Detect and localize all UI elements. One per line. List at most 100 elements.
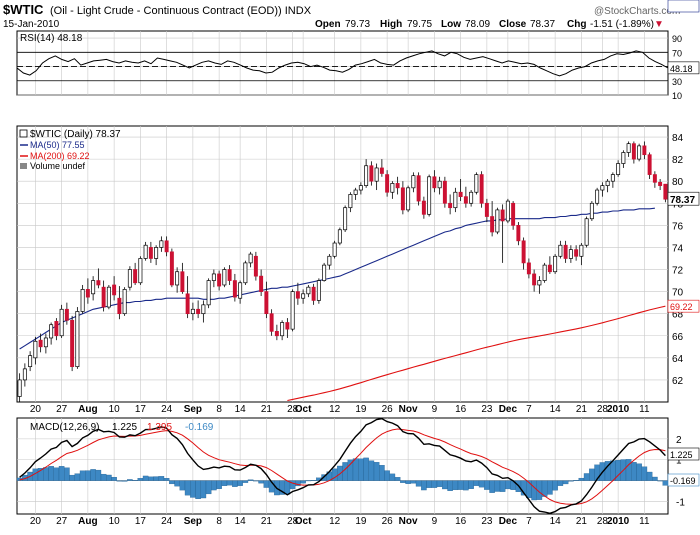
rsi-panel-frame: [16, 30, 669, 96]
rsi-last-value-label: 48.18: [670, 64, 693, 74]
close-value-label: 78.37: [670, 195, 695, 206]
macd-histogram-bar: [384, 470, 390, 481]
macd-histogram-bar: [142, 475, 149, 481]
macd-histogram-bar: [190, 480, 196, 498]
macd-histogram-bar: [116, 480, 123, 482]
price-tick-label: 62: [672, 376, 684, 387]
x-tick-label: 23: [481, 516, 493, 527]
macd-histogram-bar: [463, 480, 469, 491]
candle-down: [511, 202, 516, 226]
candle-down: [264, 291, 269, 315]
macd-histogram-bar: [184, 480, 191, 496]
candle-up: [584, 218, 589, 246]
x-tick-label: Nov: [399, 516, 418, 527]
x-tick-label: 14: [235, 516, 247, 527]
candle-up: [80, 289, 85, 312]
macd-histogram-bar: [610, 460, 616, 481]
price-tick-label: 64: [672, 354, 684, 365]
macd-histogram-bar: [79, 470, 86, 481]
macd-value-label: 1.225: [670, 450, 693, 460]
macd-histogram-bar: [426, 480, 432, 488]
price-tick-label: 70: [672, 288, 684, 299]
candle-up: [280, 322, 285, 337]
x-tick-label: 28: [287, 404, 299, 415]
candle-down: [521, 240, 526, 264]
macd-title-name: MACD(12,26,9): [30, 422, 99, 433]
macd-histogram-bar: [352, 458, 359, 481]
candle-up: [558, 244, 563, 257]
macd-histogram-bar: [237, 480, 243, 486]
candle-up: [327, 255, 332, 266]
candle-up: [568, 249, 573, 259]
price-tick-label: 84: [672, 133, 684, 144]
macd-histogram-bar: [363, 457, 369, 481]
macd-histogram-bar: [358, 458, 364, 481]
candle-up: [106, 286, 111, 308]
macd-histogram-bar: [657, 480, 663, 482]
rsi-tick-label: 70: [672, 48, 682, 58]
x-tick-label: 2010: [607, 516, 630, 527]
x-tick-label: 8: [216, 404, 222, 415]
ma200-value-label: 69.22: [670, 302, 693, 312]
x-tick-label: 14: [235, 404, 247, 415]
candle-up: [437, 180, 442, 189]
price-panel-frame: [16, 125, 669, 403]
macd-histogram-bar: [368, 460, 375, 481]
macd-histogram-bar: [562, 480, 569, 485]
candle-down: [385, 174, 390, 193]
close-value-box: [667, 191, 700, 206]
x-tick-label: Oct: [295, 404, 312, 415]
close-value: 78.37: [530, 19, 555, 30]
macd-histogram-bar: [95, 469, 102, 481]
candle-up: [122, 289, 127, 315]
rsi-last-value-box: [667, 61, 700, 75]
macd-histogram-bar: [652, 476, 658, 481]
low-value: 78.09: [465, 19, 490, 30]
candle-down: [642, 145, 647, 156]
candle-down: [295, 291, 300, 299]
candle-down: [96, 280, 101, 286]
macd-histogram-bar: [442, 480, 448, 490]
candle-down: [484, 202, 489, 217]
candle-up: [348, 194, 353, 209]
candle-up: [33, 340, 38, 359]
candle-up: [626, 143, 631, 153]
x-tick-label: 14: [550, 516, 562, 527]
candle-up: [374, 167, 379, 182]
macd-histogram-bar: [568, 480, 574, 482]
x-tick-label: 7: [526, 516, 532, 527]
chg-label: Chg: [567, 19, 586, 30]
candle-up: [453, 191, 458, 209]
macd-histogram-bar: [85, 470, 91, 481]
candle-down: [164, 240, 169, 253]
candle-down: [70, 319, 75, 368]
stockcharts-watermark: @StockCharts.com: [594, 6, 680, 17]
price-title: $WTIC (Daily) 78.37: [30, 129, 121, 140]
macd-histogram-bar: [625, 459, 632, 481]
candle-up: [59, 308, 64, 337]
macd-histogram-bar: [557, 480, 564, 486]
macd-title-signal: 1.395: [147, 422, 172, 433]
ma200-line: [287, 305, 666, 402]
macd-histogram-bar: [447, 480, 453, 491]
axis-layer: 20202727AugAug101017172424SepSep88141421…: [30, 0, 700, 527]
candle-down: [574, 249, 579, 257]
candle-up: [290, 291, 295, 330]
high-value: 79.75: [407, 19, 432, 30]
macd-histogram-bar: [421, 480, 427, 491]
macd-histogram-bar: [121, 480, 128, 482]
candle-down: [259, 275, 264, 292]
x-tick-label: 21: [576, 404, 588, 415]
header-date: 15-Jan-2010: [3, 19, 60, 30]
macd-histogram-bar: [300, 480, 306, 484]
candle-up: [364, 165, 369, 186]
x-tick-label: 20: [30, 404, 42, 415]
macd-histogram-bar: [174, 480, 180, 487]
candle-up: [390, 183, 395, 193]
macd-histogram-bar: [205, 480, 212, 495]
rsi-line: [16, 50, 669, 77]
price-tick-label: 82: [672, 155, 684, 166]
x-tick-label: 11: [639, 404, 650, 415]
candle-up: [49, 324, 54, 339]
x-tick-label: 10: [109, 404, 121, 415]
